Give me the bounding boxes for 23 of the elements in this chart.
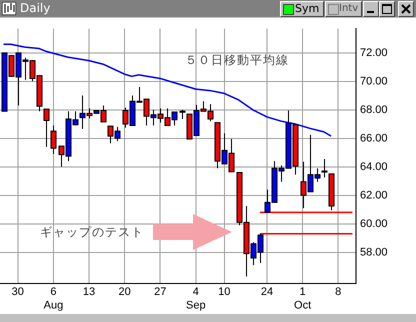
text: Intv xyxy=(339,2,358,16)
x-tick-label: 20 xyxy=(118,286,131,298)
x-tick-label: 30 xyxy=(12,286,24,298)
x-tick-label: 10 xyxy=(218,286,230,298)
x-tick-label: 24 xyxy=(260,286,274,298)
y-tick-label: 68.00 xyxy=(360,104,388,116)
annotation: ５０日移動平均線 xyxy=(185,52,289,69)
x-tick-label: 6 Aug xyxy=(44,286,64,312)
chart-title: Daily xyxy=(20,1,50,15)
text: Sym xyxy=(295,2,320,16)
x-tick-label: 13 xyxy=(82,286,96,298)
y-tick-label: 64.00 xyxy=(360,160,388,173)
y-tick-label: 70.00 xyxy=(360,75,388,88)
y-tick-label: 62.00 xyxy=(360,189,388,202)
y-tick-label: 72.00 xyxy=(360,46,388,59)
x-tick-label: 4 Sep xyxy=(186,286,206,312)
y-tick-label: 66.00 xyxy=(360,132,388,144)
annotation: ギャップのテスト xyxy=(40,224,144,241)
x-tick-label: 8 xyxy=(335,286,342,298)
x-tick-label: 1 Oct xyxy=(294,286,312,312)
x-tick-label: 27 xyxy=(154,286,166,298)
y-tick-label: 60.00 xyxy=(360,218,388,230)
y-tick-label: 58.00 xyxy=(360,246,388,258)
